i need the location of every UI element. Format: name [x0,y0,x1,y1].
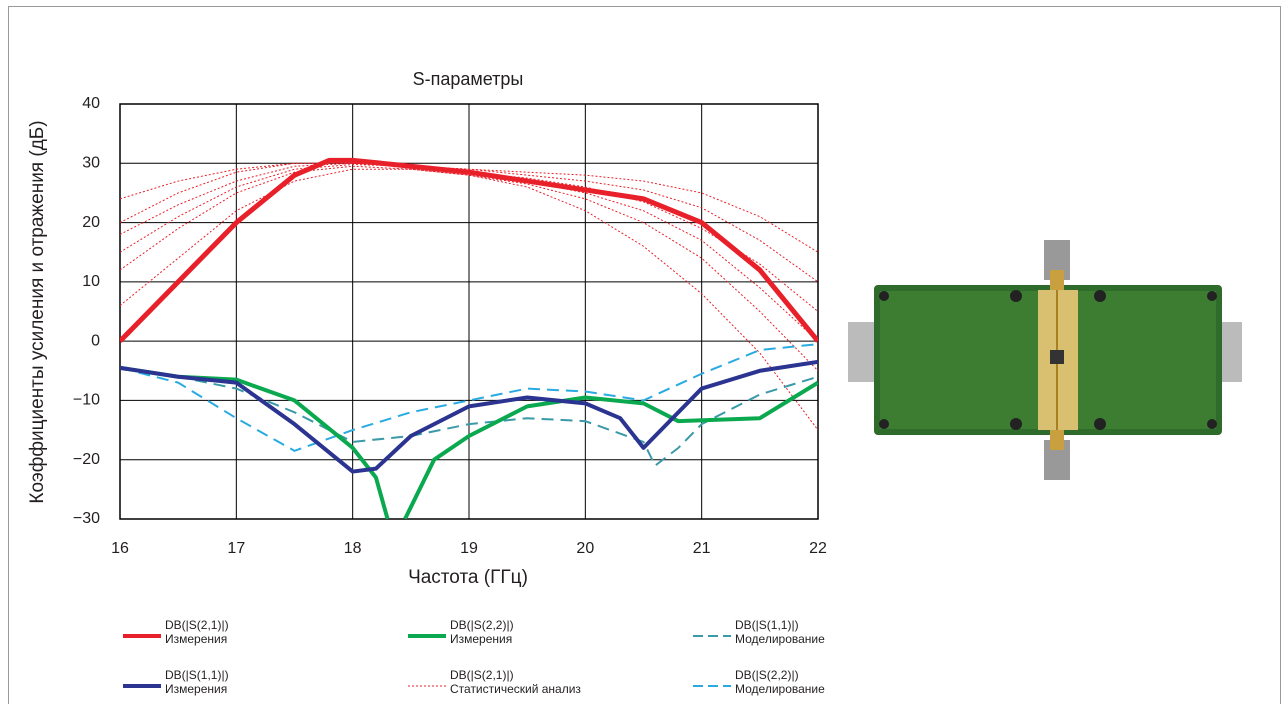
legend-name: DB(|S(1,1)|) [735,618,799,632]
x-tick-label: 20 [576,540,594,557]
y-tick-label: 20 [82,214,100,231]
legend-method: Моделирование [735,682,825,696]
y-tick-label: 30 [82,155,100,172]
y-tick-label: −10 [73,392,100,409]
legend-name: DB(|S(1,1)|) [165,668,229,682]
y-axis-label: Коэффициенты усиления и отражения (дБ) [27,120,48,503]
plot-area [120,157,818,519]
y-tick-label: −20 [73,451,100,468]
y-tick-label: 10 [82,273,100,290]
legend-method: Измерения [165,682,227,696]
x-tick-label: 19 [460,540,478,557]
x-tick-label: 22 [809,540,827,557]
x-tick-label: 18 [344,540,362,557]
x-tick-label: 17 [227,540,245,557]
y-tick-label: 0 [91,332,100,349]
legend-name: DB(|S(2,1)|) [450,668,514,682]
y-tick-label: −30 [73,510,100,527]
legend-method: Моделирование [735,632,825,646]
legend-name: DB(|S(2,2)|) [735,668,799,682]
legend-name: DB(|S(2,1)|) [165,618,229,632]
chart-title: S-параметры [413,69,524,89]
x-axis-label: Частота (ГГц) [408,567,528,588]
stat-line [120,168,818,431]
legend-method: Измерения [450,632,512,646]
stat-line [120,165,818,372]
y-tick-label: 40 [82,95,100,112]
legend-method: Измерения [165,632,227,646]
legend-name: DB(|S(2,2)|) [450,618,514,632]
plot-frame [119,103,819,520]
stat-line [120,162,818,312]
pcb-photo [848,240,1242,480]
x-tick-label: 16 [111,540,129,557]
x-tick-label: 21 [693,540,711,557]
series-line [120,343,818,452]
legend-method: Статистический анализ [450,682,581,696]
series-line [120,359,818,474]
stat-line [120,162,818,283]
series-line [120,157,818,343]
